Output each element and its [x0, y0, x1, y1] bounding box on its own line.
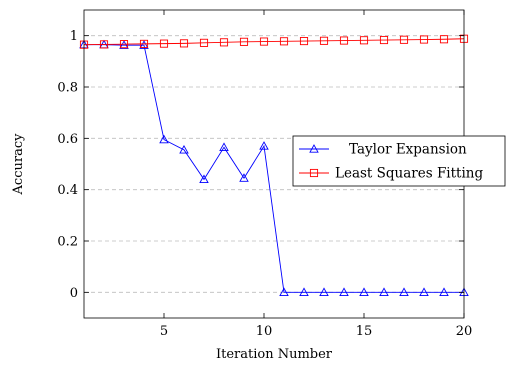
square-marker	[159, 39, 169, 48]
series-line	[84, 44, 464, 293]
triangle-marker	[119, 40, 129, 49]
square-marker	[99, 40, 109, 49]
triangle-marker	[379, 287, 389, 296]
x-tick-label: 20	[456, 324, 473, 339]
y-tick-label: 0.2	[57, 235, 78, 250]
legend-label-least-squares-fitting: Least Squares Fitting	[335, 166, 483, 182]
square-marker	[439, 35, 449, 44]
square-marker	[419, 35, 429, 44]
triangle-marker	[399, 287, 409, 296]
x-tick-label: 15	[356, 324, 373, 339]
square-marker	[339, 36, 349, 45]
y-axis-label: Accuracy	[11, 133, 26, 196]
y-tick-label: 0.8	[57, 81, 78, 96]
square-marker	[309, 168, 319, 178]
triangle-marker	[219, 142, 229, 151]
triangle-marker	[199, 174, 209, 184]
triangle-marker	[179, 144, 189, 154]
triangle-marker	[309, 144, 319, 153]
legend-label-taylor-expansion: Taylor Expansion	[349, 142, 467, 158]
x-tick-label: 10	[256, 324, 273, 339]
triangle-marker	[439, 287, 449, 296]
triangle-marker	[279, 287, 289, 296]
x-axis-label: Iteration Number	[216, 347, 333, 362]
series-1	[79, 34, 469, 49]
triangle-marker	[139, 40, 149, 49]
square-marker	[239, 37, 249, 46]
square-marker	[119, 40, 129, 49]
legend-box	[292, 135, 506, 187]
square-marker	[219, 38, 229, 47]
square-marker	[139, 39, 149, 48]
series-layer	[79, 34, 469, 296]
square-marker	[199, 38, 209, 47]
square-marker	[299, 37, 309, 46]
triangle-marker	[159, 134, 169, 144]
triangle-marker	[319, 287, 329, 296]
square-marker	[399, 35, 409, 44]
square-marker	[259, 37, 269, 46]
triangle-marker	[419, 287, 429, 296]
triangle-marker	[339, 287, 349, 296]
y-tick-label: 0.6	[57, 132, 78, 147]
y-tick-label: 1	[70, 29, 78, 44]
y-tick-label: 0	[70, 286, 78, 301]
axis-ticks: 00.20.40.60.815 10 15 20	[57, 10, 472, 339]
x-tick-label: 5	[160, 324, 168, 339]
triangle-marker	[239, 173, 249, 182]
legend: Taylor Expansion Least Squares Fitting	[292, 135, 506, 187]
triangle-marker	[259, 141, 269, 150]
triangle-marker	[299, 287, 309, 296]
square-marker	[179, 39, 189, 48]
square-marker	[359, 36, 369, 45]
square-marker	[379, 35, 389, 45]
series-0	[79, 39, 469, 296]
y-tick-label: 0.4	[57, 183, 78, 198]
square-marker	[279, 37, 289, 46]
square-marker	[319, 36, 329, 45]
triangle-marker	[359, 287, 369, 296]
